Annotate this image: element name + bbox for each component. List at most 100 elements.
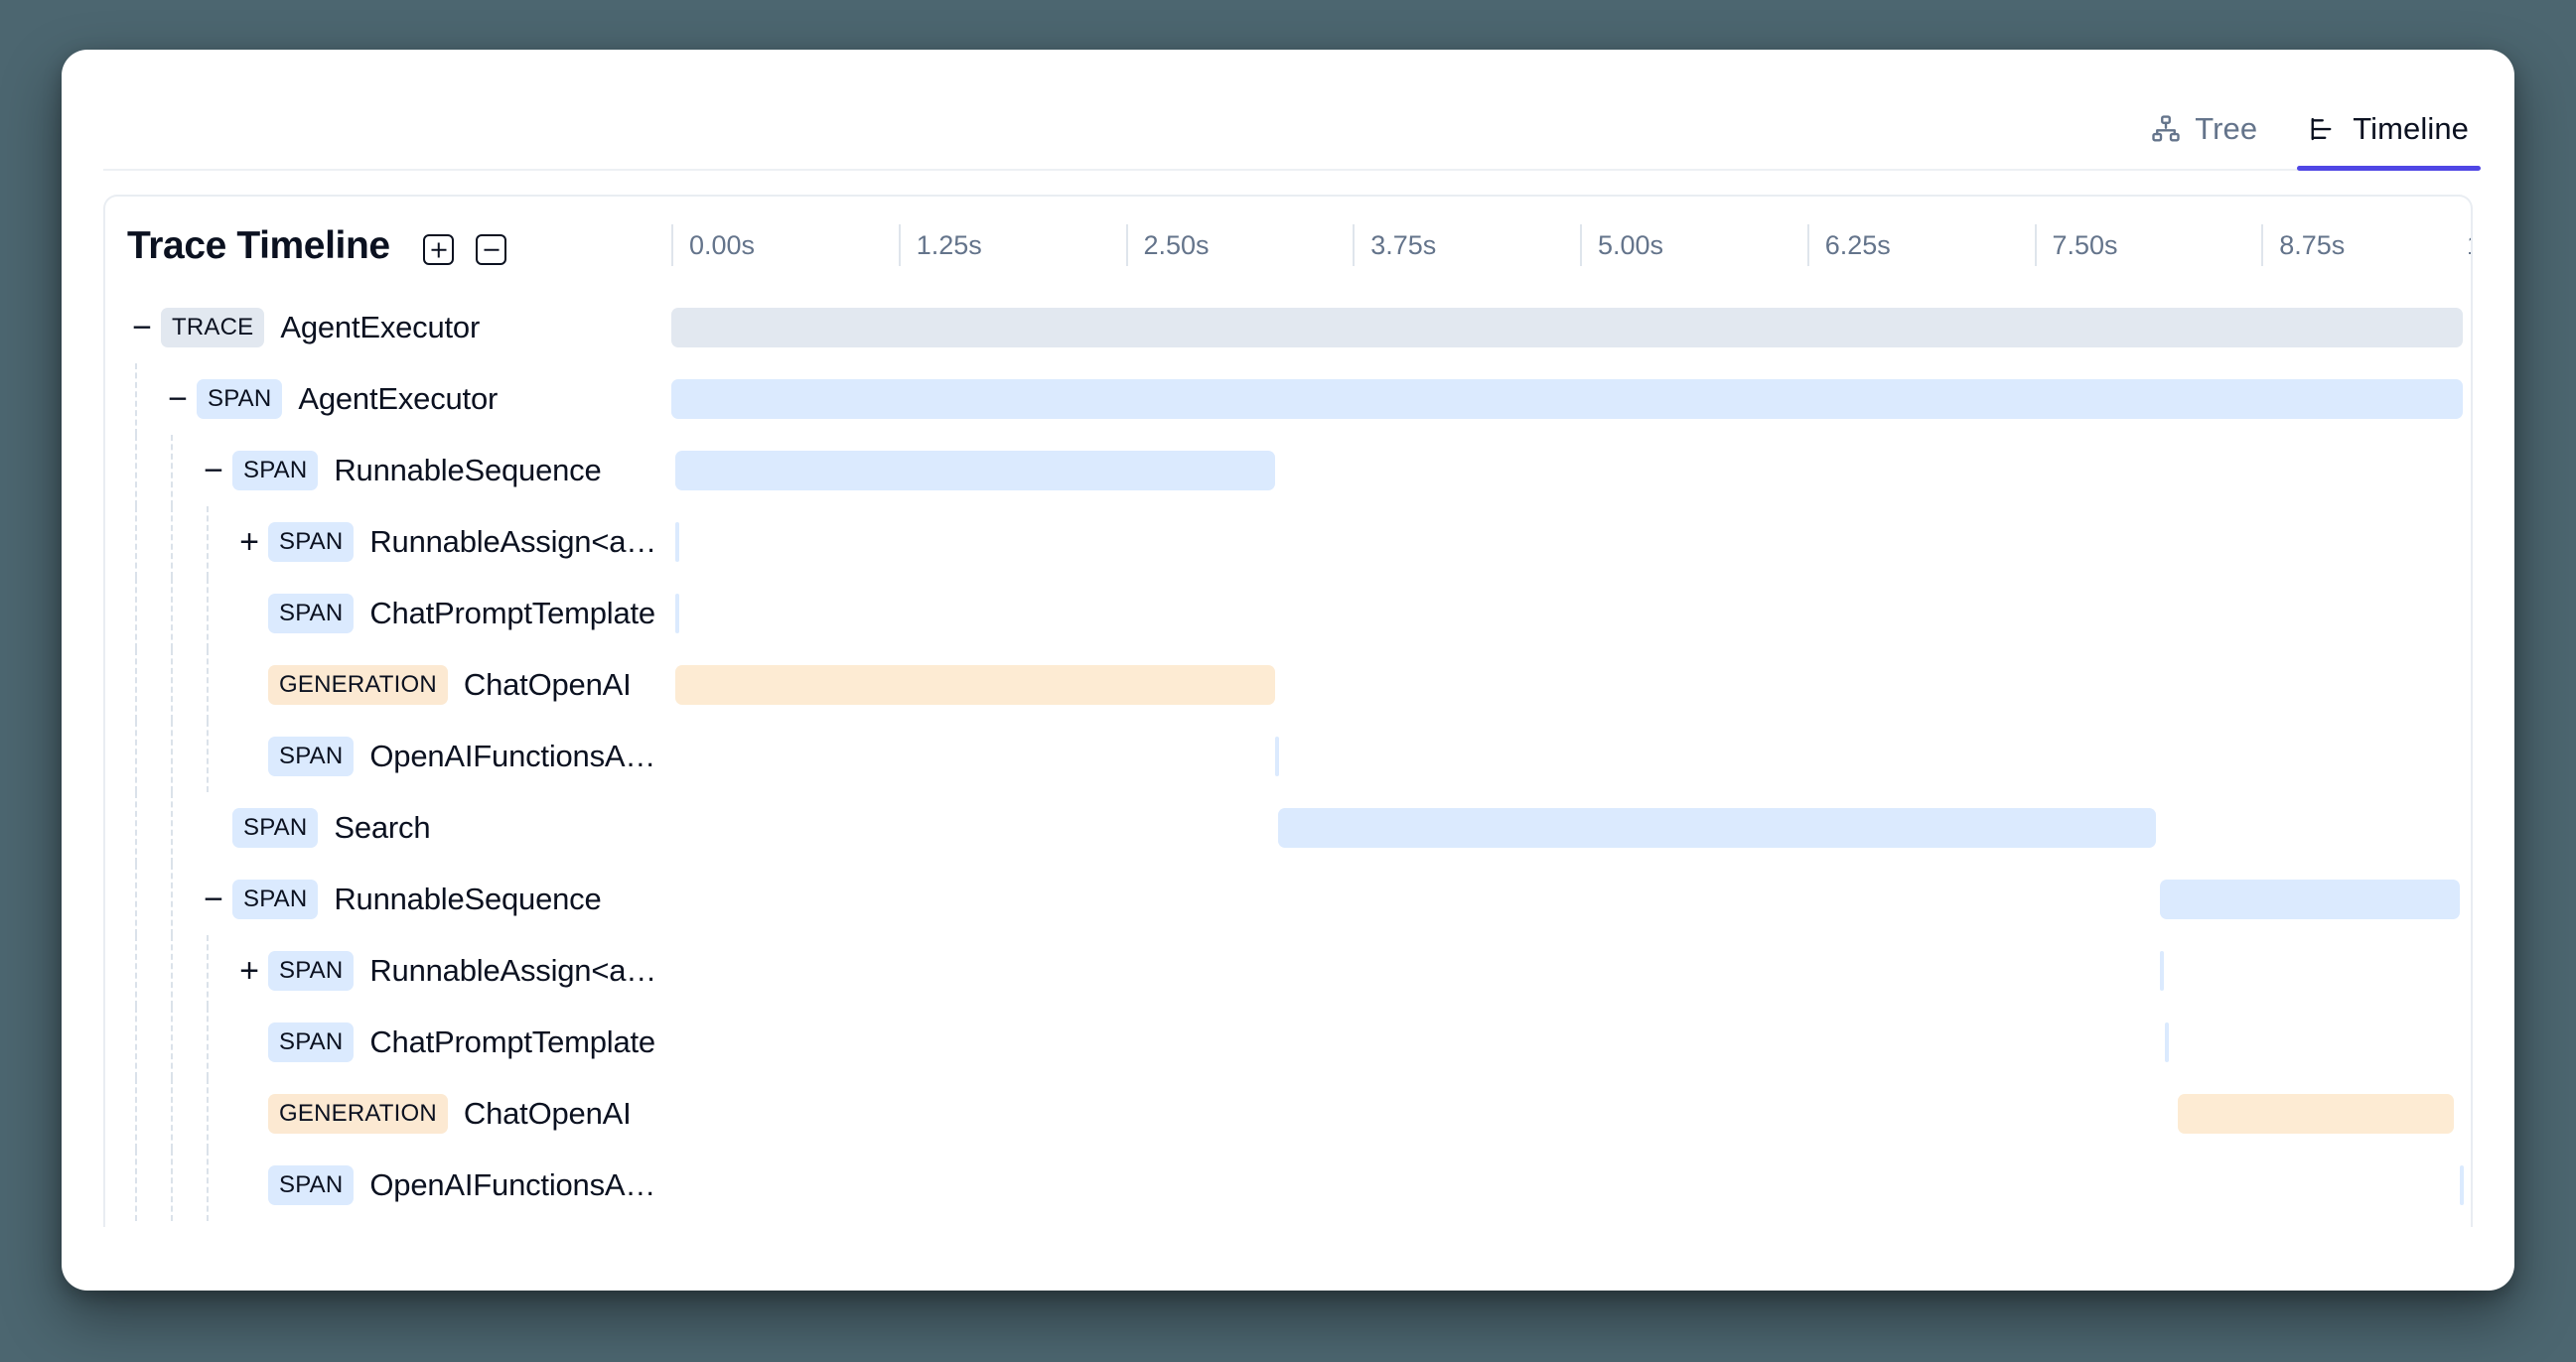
tree-guide-line bbox=[207, 1078, 209, 1150]
row-track bbox=[671, 506, 2471, 578]
tree-guide-line bbox=[135, 506, 137, 578]
collapse-row-button[interactable]: − bbox=[168, 380, 188, 418]
collapse-row-button[interactable]: − bbox=[204, 452, 223, 489]
row-toggle-placeholder bbox=[195, 809, 232, 847]
row-duration-bar[interactable] bbox=[2178, 1094, 2455, 1134]
row-type-badge: SPAN bbox=[232, 451, 319, 490]
row-name: ChatOpenAI bbox=[463, 1096, 632, 1131]
tree-guide-line bbox=[135, 435, 137, 506]
row-type-badge: SPAN bbox=[232, 808, 319, 848]
time-axis: 0.00s 1.25s 2.50s 3.75s 5.00s 6.25s 7.50s 8.75s… bbox=[671, 197, 2471, 292]
collapse-all-button[interactable] bbox=[476, 234, 506, 265]
row-track bbox=[671, 1150, 2471, 1221]
tree-guide-line bbox=[207, 1150, 209, 1221]
row-type-badge: SPAN bbox=[268, 1165, 355, 1205]
row-duration-bar[interactable] bbox=[2165, 1022, 2170, 1062]
tree-controls bbox=[423, 234, 506, 265]
row-duration-bar[interactable] bbox=[2159, 951, 2164, 991]
tree-guide-line bbox=[171, 1150, 173, 1221]
row-type-badge: SPAN bbox=[197, 379, 283, 419]
row-label: − SPAN RunnableSequence bbox=[105, 864, 602, 935]
row-duration-bar[interactable] bbox=[1274, 737, 1279, 776]
row-name: OpenAIFunctionsA… bbox=[369, 1167, 656, 1202]
expand-all-button[interactable] bbox=[423, 234, 454, 265]
row-name: AgentExecutor bbox=[298, 381, 499, 416]
tree-guide-line bbox=[135, 649, 137, 721]
row-type-badge: SPAN bbox=[268, 594, 355, 633]
tree-guide-line bbox=[171, 721, 173, 792]
timeline-row[interactable]: GENERATION ChatOpenAI bbox=[105, 1078, 2471, 1150]
tab-tree[interactable]: Tree bbox=[2147, 111, 2261, 169]
row-duration-bar[interactable] bbox=[2159, 880, 2460, 919]
tree-icon bbox=[2151, 114, 2181, 144]
row-track bbox=[671, 864, 2471, 935]
tree-guide-line bbox=[135, 1007, 137, 1078]
expand-row-button[interactable]: + bbox=[239, 952, 259, 990]
axis-tick-rule bbox=[671, 224, 673, 266]
row-label: SPAN OpenAIFunctionsA… bbox=[105, 721, 655, 792]
row-duration-bar[interactable] bbox=[674, 451, 1275, 490]
timeline-rows: − TRACE AgentExecutor − SPAN AgentExecutor − SP… bbox=[105, 292, 2471, 1221]
row-duration-bar[interactable] bbox=[674, 594, 679, 633]
timeline-row[interactable]: + SPAN RunnableAssign<a… bbox=[105, 506, 2471, 578]
row-track bbox=[671, 435, 2471, 506]
axis-tick: 1.25s bbox=[898, 222, 982, 268]
axis-tick-label: 1.25s bbox=[916, 229, 982, 260]
row-type-badge: SPAN bbox=[268, 1022, 355, 1062]
timeline-row[interactable]: GENERATION ChatOpenAI bbox=[105, 649, 2471, 721]
expand-row-button[interactable]: + bbox=[239, 523, 259, 561]
timeline-row[interactable]: SPAN ChatPromptTemplate bbox=[105, 578, 2471, 649]
tree-guide-line bbox=[207, 935, 209, 1007]
timeline-row[interactable]: SPAN OpenAIFunctionsA… bbox=[105, 1150, 2471, 1221]
timeline-row[interactable]: − SPAN RunnableSequence bbox=[105, 435, 2471, 506]
row-track bbox=[671, 1078, 2471, 1150]
row-type-badge: SPAN bbox=[268, 737, 355, 776]
row-label: SPAN OpenAIFunctionsA… bbox=[105, 1150, 655, 1221]
tree-guide-line bbox=[135, 363, 137, 435]
collapse-row-button[interactable]: − bbox=[204, 881, 223, 918]
row-name: OpenAIFunctionsA… bbox=[369, 739, 656, 773]
timeline-row[interactable]: SPAN OpenAIFunctionsA… bbox=[105, 721, 2471, 792]
tree-guide-line bbox=[171, 792, 173, 864]
axis-tick-label: 10.00s bbox=[2467, 230, 2471, 261]
collapse-row-button[interactable]: − bbox=[132, 309, 152, 346]
timeline-row[interactable]: SPAN Search bbox=[105, 792, 2471, 864]
tree-guide-line bbox=[135, 864, 137, 935]
axis-tick-rule bbox=[1806, 224, 1809, 266]
row-toggle-placeholder bbox=[230, 1095, 268, 1133]
row-duration-bar[interactable] bbox=[674, 522, 679, 562]
timeline-row[interactable]: + SPAN RunnableAssign<a… bbox=[105, 935, 2471, 1007]
axis-tick: 0.00s bbox=[671, 222, 755, 268]
tree-guide-line bbox=[171, 435, 173, 506]
axis-tick: 5.00s bbox=[1580, 222, 1663, 268]
tree-guide-line bbox=[207, 1007, 209, 1078]
timeline-row[interactable]: − SPAN AgentExecutor bbox=[105, 363, 2471, 435]
timeline-row[interactable]: − TRACE AgentExecutor bbox=[105, 292, 2471, 363]
row-label: + SPAN RunnableAssign<a… bbox=[105, 935, 656, 1007]
tree-guide-line bbox=[171, 578, 173, 649]
row-track bbox=[671, 292, 2471, 363]
row-duration-bar[interactable] bbox=[671, 379, 2464, 419]
view-tabs: Tree Timeline bbox=[103, 50, 2481, 171]
axis-tick-label: 7.50s bbox=[2052, 229, 2118, 260]
axis-tick: 7.50s bbox=[2034, 222, 2118, 268]
tab-timeline[interactable]: Timeline bbox=[2297, 111, 2481, 171]
tree-guide-line bbox=[135, 1150, 137, 1221]
tree-guide-line bbox=[171, 506, 173, 578]
row-name: ChatPromptTemplate bbox=[369, 1024, 655, 1059]
tree-guide-line bbox=[135, 721, 137, 792]
tree-guide-line bbox=[171, 1078, 173, 1150]
axis-tick-rule bbox=[1125, 224, 1128, 266]
timeline-row[interactable]: − SPAN RunnableSequence bbox=[105, 864, 2471, 935]
row-track bbox=[671, 363, 2471, 435]
row-name: RunnableAssign<a… bbox=[369, 953, 657, 988]
row-toggle-placeholder bbox=[230, 738, 268, 775]
row-duration-bar[interactable] bbox=[671, 308, 2464, 347]
timeline-row[interactable]: SPAN ChatPromptTemplate bbox=[105, 1007, 2471, 1078]
row-duration-bar[interactable] bbox=[2459, 1165, 2464, 1205]
row-type-badge: GENERATION bbox=[268, 1094, 448, 1134]
axis-tick: 6.25s bbox=[1806, 222, 1891, 268]
row-duration-bar[interactable] bbox=[1278, 808, 2157, 848]
row-duration-bar[interactable] bbox=[674, 665, 1275, 705]
row-name: ChatOpenAI bbox=[463, 667, 632, 702]
